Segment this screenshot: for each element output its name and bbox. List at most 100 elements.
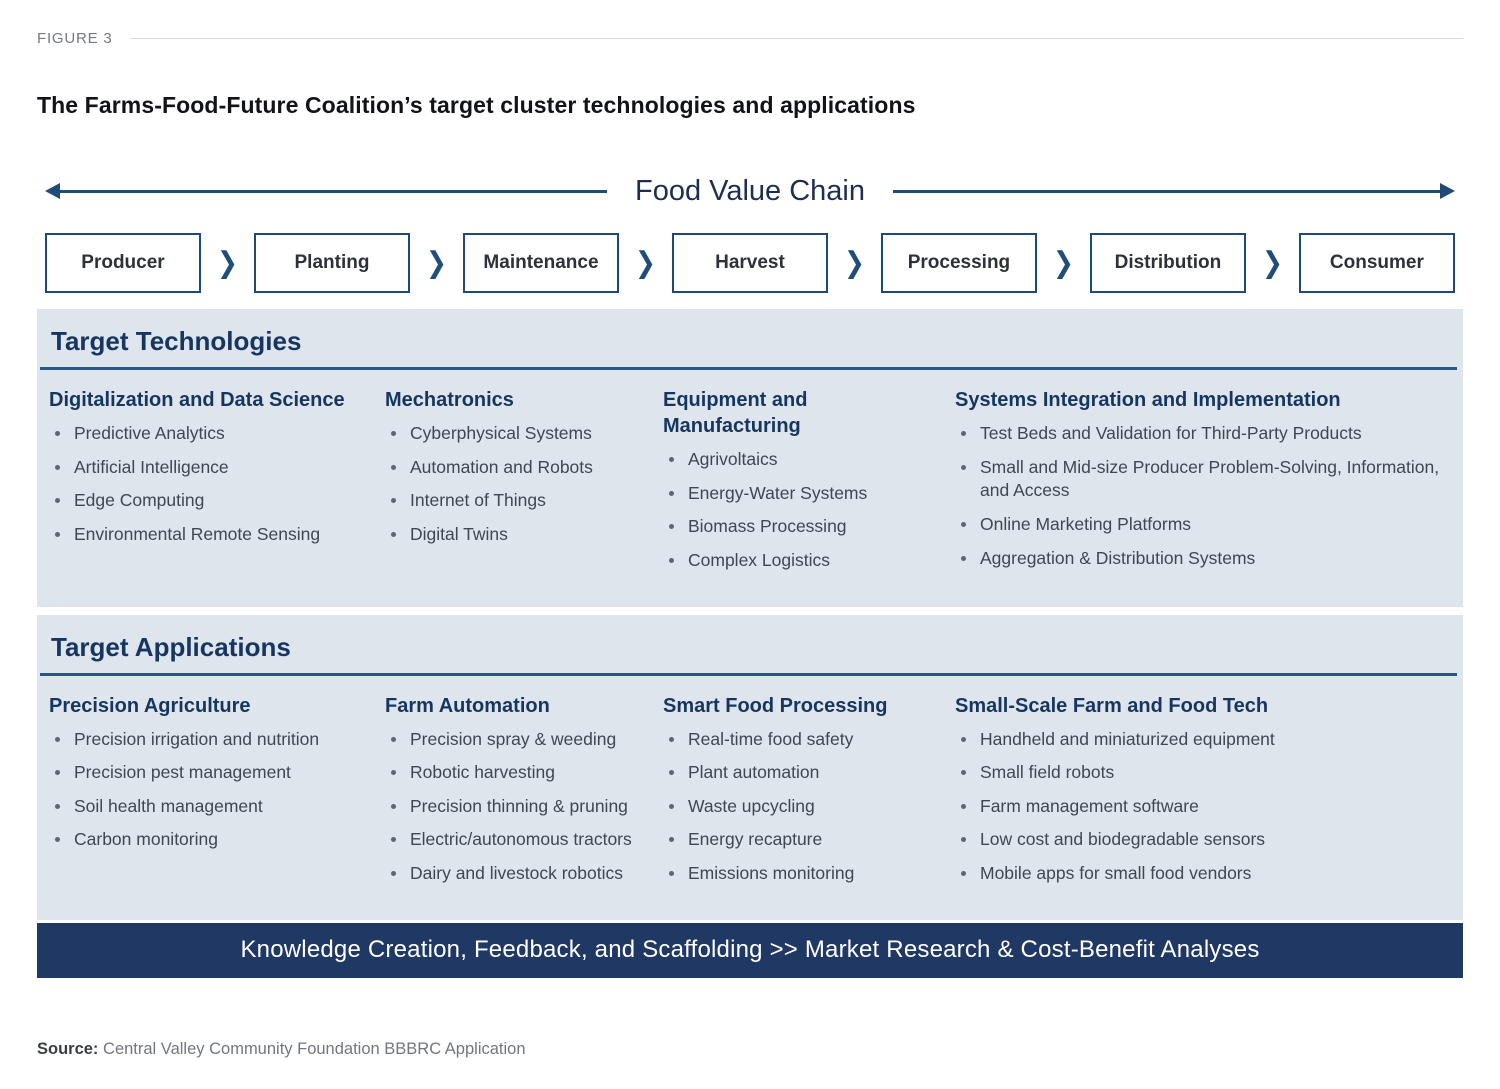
column-item-list: Predictive Analytics Artificial Intellige… (49, 422, 379, 547)
page-title: The Farms-Food-Future Coalition’s target… (37, 92, 916, 118)
value-chain-stage-distribution: Distribution (1089, 233, 1246, 293)
figure-divider-line (130, 38, 1463, 39)
knowledge-creation-banner: Knowledge Creation, Feedback, and Scaffo… (37, 922, 1463, 978)
value-chain-stage-consumer: Consumer (1298, 233, 1455, 293)
target-applications-panel: Target Applications Precision Agricultur… (37, 614, 1463, 920)
bullet-dot-icon (669, 736, 674, 742)
cluster-column: Systems Integration and Implementation T… (955, 387, 1453, 583)
bullet-item: Online Marketing Platforms (955, 513, 1453, 537)
column-item-list: Test Beds and Validation for Third-Party… (955, 422, 1453, 570)
chevron-right-icon: ❯ (217, 246, 238, 279)
cluster-column: Equipment and Manufacturing Agrivoltaics… (663, 387, 949, 583)
bullet-item-text: Handheld and miniaturized equipment (980, 728, 1275, 749)
chevron-right-icon: ❯ (843, 246, 865, 279)
bullet-item-text: Plant automation (688, 762, 820, 783)
bullet-item: Internet of Things (385, 489, 657, 513)
bullet-item-text: Farm management software (980, 795, 1199, 816)
bullet-item: Artificial Intelligence (49, 456, 379, 480)
bullet-dot-icon (391, 531, 396, 537)
bullet-item: Complex Logistics (663, 549, 949, 573)
bullet-item-text: Carbon monitoring (74, 829, 218, 850)
chevron-right-icon: ❯ (426, 246, 447, 279)
cluster-column: Farm Automation Precision spray & weedin… (385, 693, 657, 896)
column-title: Farm Automation (385, 694, 550, 717)
value-chain-stage-processing: Processing (880, 233, 1037, 293)
bullet-item: Small and Mid-size Producer Problem-Solv… (955, 456, 1453, 503)
bullet-item: Predictive Analytics (49, 422, 379, 446)
bullet-item-text: Waste upcycling (688, 795, 815, 816)
bullet-dot-icon (391, 498, 396, 504)
bullet-dot-icon (669, 457, 674, 462)
bullet-item: Precision pest management (49, 761, 379, 785)
cluster-column: Precision Agriculture Precision irrigati… (49, 693, 379, 896)
bullet-dot-icon (961, 431, 966, 436)
cluster-column: Digitalization and Data Science Predicti… (49, 387, 379, 583)
bullet-dot-icon (55, 531, 60, 537)
bullet-item-text: Electric/autonomous tractors (410, 829, 632, 850)
bullet-item-text: Online Marketing Platforms (980, 513, 1192, 534)
column-item-list: Precision spray & weeding Robotic harvest… (385, 728, 657, 886)
column-title: Small-Scale Farm and Food Tech (955, 694, 1269, 717)
bullet-dot-icon (669, 837, 674, 843)
bullet-dot-icon (391, 871, 396, 876)
bullet-dot-icon (55, 431, 60, 436)
bullet-item-text: Emissions monitoring (688, 863, 855, 883)
bullet-item-text: Robotic harvesting (410, 762, 555, 783)
applications-columns: Precision Agriculture Precision irrigati… (37, 676, 1463, 896)
arrowhead-left-icon (45, 183, 60, 199)
bullet-dot-icon (391, 803, 396, 809)
bullet-item: Handheld and miniaturized equipment (955, 728, 1453, 752)
column-title: Smart Food Processing (663, 694, 888, 717)
bullet-item: Waste upcycling (663, 795, 949, 819)
bullet-item-text: Complex Logistics (688, 549, 830, 570)
cluster-column: Mechatronics Cyberphysical Systems Automa… (385, 387, 657, 583)
bullet-item-text: Predictive Analytics (74, 423, 225, 443)
bullet-dot-icon (669, 490, 674, 496)
bullet-item-text: Dairy and livestock robotics (410, 863, 623, 883)
bullet-dot-icon (55, 837, 60, 843)
bullet-dot-icon (961, 464, 966, 470)
value-chain-stage-maintenance: Maintenance (462, 233, 619, 293)
value-chain-stage-harvest: Harvest (671, 233, 828, 293)
bullet-item-text: Biomass Processing (688, 516, 847, 537)
bullet-dot-icon (961, 803, 966, 809)
bullet-item-text: Real-time food safety (688, 728, 854, 749)
column-item-list: Agrivoltaics Energy-Water Systems Biomass … (663, 448, 949, 573)
target-technologies-panel: Target Technologies Digitalization and D… (37, 309, 1463, 607)
bullet-dot-icon (55, 803, 60, 809)
bullet-item: Electric/autonomous tractors (385, 828, 657, 852)
bullet-item-text: Small field robots (980, 762, 1115, 783)
column-title: Mechatronics (385, 389, 514, 411)
bullet-item-text: Soil health management (74, 795, 263, 816)
column-item-list: Precision irrigation and nutrition Precis… (49, 728, 379, 853)
source-value: Central Valley Community Foundation BBBR… (103, 1039, 526, 1058)
bullet-dot-icon (669, 871, 674, 876)
bullet-item: Energy recapture (663, 828, 949, 852)
bullet-dot-icon (55, 464, 60, 470)
column-title: Precision Agriculture (49, 694, 251, 717)
bullet-dot-icon (391, 464, 396, 470)
bullet-item: Agrivoltaics (663, 448, 949, 472)
bullet-item: Aggregation & Distribution Systems (955, 547, 1453, 571)
value-chain-stages: Producer ❯ Planting ❯ Maintenance ❯ Harvest ❯ Pr… (45, 233, 1455, 293)
bullet-dot-icon (669, 770, 674, 776)
source-label: Source: (37, 1039, 99, 1058)
column-title: Systems Integration and Implementation (955, 389, 1341, 411)
figure-label: FIGURE 3 (37, 30, 113, 47)
bullet-item-text: Test Beds and Validation for Third-Party… (980, 423, 1362, 443)
bullet-item-text: Low cost and biodegradable sensors (980, 829, 1266, 850)
bullet-item: Automation and Robots (385, 456, 657, 480)
bullet-item-text: Energy recapture (688, 829, 823, 850)
bullet-dot-icon (961, 521, 966, 527)
bullet-dot-icon (961, 837, 966, 843)
bullet-item-text: Automation and Robots (410, 456, 593, 477)
section-divider-line (40, 672, 1457, 676)
bullet-item: Emissions monitoring (663, 862, 949, 886)
bullet-item: Plant automation (663, 761, 949, 785)
bullet-item-text: Energy-Water Systems (688, 482, 868, 503)
bullet-dot-icon (669, 524, 674, 530)
column-title: Digitalization and Data Science (49, 389, 345, 411)
left-arrow (45, 183, 607, 199)
cluster-column: Smart Food Processing Real-time food saf… (663, 693, 949, 896)
bullet-dot-icon (55, 736, 60, 742)
